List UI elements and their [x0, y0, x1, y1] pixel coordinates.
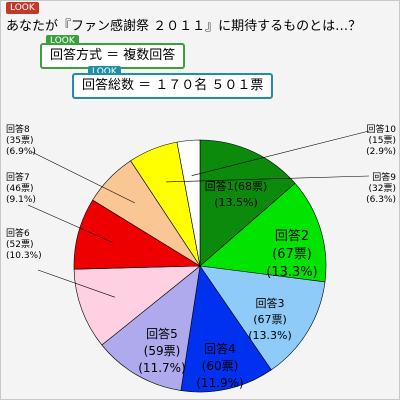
slice-label-7: 回答7 (46票) (9.1%) [6, 171, 36, 205]
slice-label-8: 回答8 (35票) (6.9%) [6, 123, 36, 157]
slice-label-1: 回答1(68票) (13.5%) [205, 179, 268, 209]
pie-slice-3 [199, 265, 326, 371]
leader-line-7 [27, 204, 113, 243]
slice-label-9: 回答9 (32票) (6.3%) [366, 171, 396, 205]
slice-label-3: 回答3 (67票) (13.3%) [248, 296, 292, 342]
pie-slice-4 [180, 265, 272, 393]
slice-label-10: 回答10 (15票) (2.9%) [366, 123, 396, 157]
look-badge-question: LOOK [6, 2, 39, 14]
total-box: 回答総数 ＝ １７０名 ５０１票 [72, 73, 274, 99]
pie-slice-2 [199, 182, 327, 283]
pie-slice-6 [73, 265, 201, 346]
slice-label-5: 回答5 (59票) (11.7%) [138, 326, 185, 375]
leader-line-6 [37, 269, 115, 298]
pie-slice-5 [101, 265, 201, 391]
pie-slice-1 [199, 139, 296, 267]
slice-label-4: 回答4 (60票) (11.9%) [196, 341, 243, 390]
slice-label-2: 回答2 (67票) (13.3%) [266, 228, 317, 280]
leader-line-9 [166, 175, 370, 183]
slice-label-6: 回答6 (52票) (10.3%) [6, 227, 42, 261]
leader-line-8 [31, 151, 135, 204]
leader-line-10 [191, 130, 370, 176]
question-title: あなたが『ファン感謝祭 ２０１１』に期待するものとは…？ [6, 19, 362, 34]
pie-slice-10 [176, 139, 201, 267]
